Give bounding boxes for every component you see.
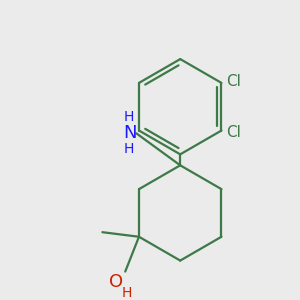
Text: Cl: Cl (226, 74, 241, 88)
Text: H: H (124, 110, 134, 124)
Text: O: O (109, 273, 123, 291)
Text: H: H (124, 142, 134, 156)
Text: H: H (122, 286, 132, 300)
Text: N: N (123, 124, 136, 142)
Text: Cl: Cl (226, 125, 241, 140)
